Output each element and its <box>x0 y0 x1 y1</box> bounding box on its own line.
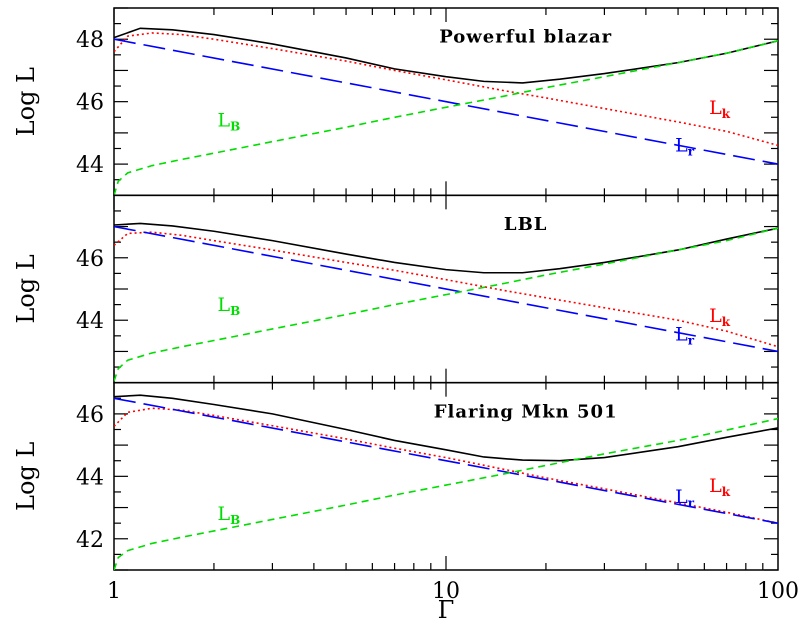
series-label-l-b: LB <box>218 503 241 527</box>
y-tick-label: 46 <box>76 91 104 116</box>
panel: 44 46 48 Log L Powerful blazar LB Lk Lr <box>12 7 779 197</box>
series-group <box>114 394 778 570</box>
y-tick-label: 46 <box>76 247 104 272</box>
panel: 44 46 Log L LBL LB Lk Lr <box>12 194 779 384</box>
series-group <box>114 222 778 382</box>
series-label-l-b: LB <box>218 110 241 134</box>
y-tick-label: 44 <box>76 465 104 490</box>
panel: 42 44 46 Log L Flaring Mkn 501 LB Lk Lr <box>12 381 779 571</box>
y-tick-label: 48 <box>76 28 104 53</box>
panel-title: Flaring Mkn 501 <box>434 401 618 422</box>
series-line-l-r <box>114 225 778 353</box>
y-axis-title: Log L <box>12 67 40 136</box>
series-label-l-k: Lk <box>709 97 731 121</box>
series-line-l-b <box>114 40 778 196</box>
series-line-l-k <box>114 231 778 348</box>
series-line-l-b <box>114 417 778 570</box>
series-label-l-k: Lk <box>709 305 731 329</box>
x-axis-title: Γ <box>438 596 455 621</box>
y-tick-label: 46 <box>76 403 104 428</box>
series-line-l-k <box>114 32 778 147</box>
series-line-total <box>114 27 778 84</box>
panel-title: LBL <box>504 214 548 235</box>
series-label-l-r: Lr <box>675 135 695 159</box>
x-tick-label: 1 <box>107 579 121 604</box>
series-line-total <box>114 222 778 274</box>
series-line-l-b <box>114 227 778 382</box>
series-line-l-r <box>114 38 778 165</box>
x-tick-label: 100 <box>757 579 799 604</box>
x-tick-label: 10 <box>432 579 460 604</box>
series-line-l-r <box>114 397 778 524</box>
series-label-l-r: Lr <box>675 324 695 348</box>
panel-title: Powerful blazar <box>439 27 612 48</box>
y-tick-label: 42 <box>76 528 104 553</box>
y-tick-label: 44 <box>76 309 104 334</box>
series-line-total <box>114 394 778 462</box>
y-axis-title: Log L <box>12 254 40 323</box>
y-tick-label: 44 <box>76 153 104 178</box>
series-label-l-r: Lr <box>675 486 695 510</box>
series-group <box>114 27 778 196</box>
y-axis-title: Log L <box>12 442 40 511</box>
series-line-l-k <box>114 407 778 524</box>
series-label-l-k: Lk <box>709 475 731 499</box>
panels: 44 46 48 Log L Powerful blazar LB Lk Lr 44 46 Log … <box>12 7 799 604</box>
series-label-l-b: LB <box>218 294 241 318</box>
